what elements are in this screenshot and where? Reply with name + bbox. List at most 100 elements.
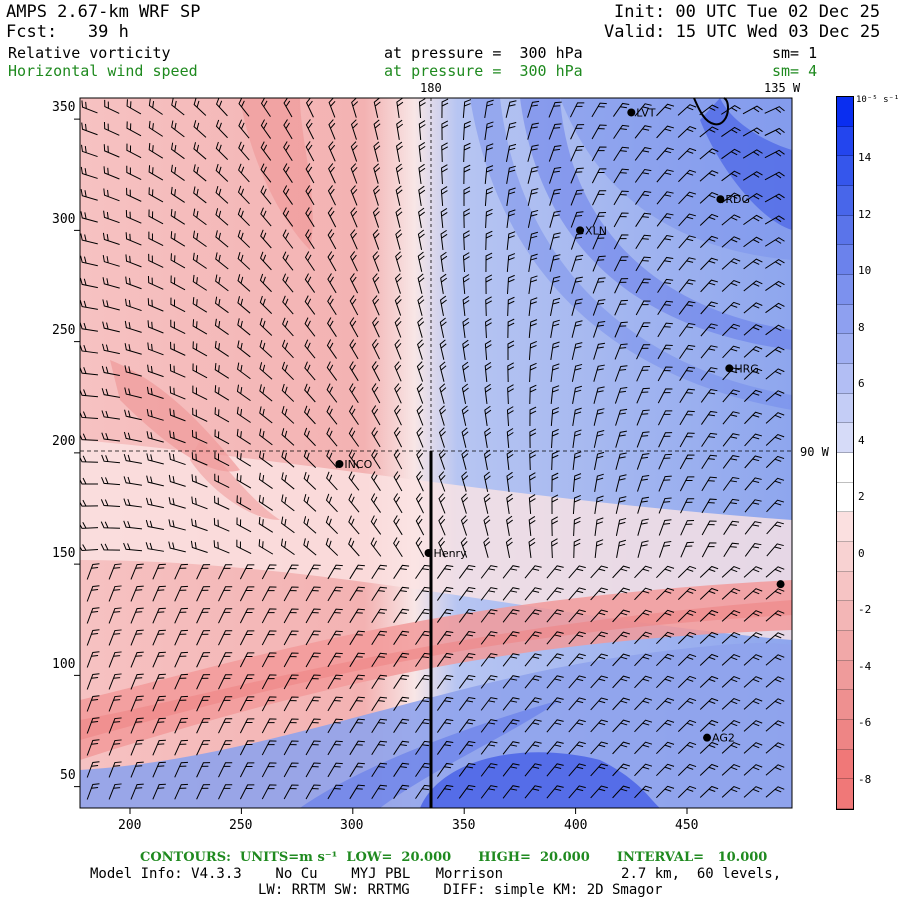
wind-barb bbox=[327, 740, 343, 756]
y-tick-50: 50 bbox=[60, 768, 76, 783]
wind-barb bbox=[215, 163, 229, 182]
wind-barb bbox=[744, 433, 762, 447]
colorbar-segment bbox=[837, 601, 853, 631]
wind-barb bbox=[371, 696, 388, 712]
wind-barb bbox=[259, 362, 273, 380]
wind-barb bbox=[86, 673, 100, 690]
wind-barb bbox=[237, 296, 251, 314]
wind-barb bbox=[678, 322, 696, 337]
wind-barb bbox=[594, 539, 604, 559]
wind-barb bbox=[101, 454, 121, 464]
wind-barb bbox=[529, 450, 536, 471]
wind-barb bbox=[86, 563, 100, 580]
wind-barb bbox=[483, 449, 491, 470]
wind-barb bbox=[569, 102, 585, 118]
wind-barb bbox=[436, 652, 454, 667]
colorbar-segment bbox=[837, 215, 853, 246]
wind-barb bbox=[239, 674, 255, 690]
wind-barb bbox=[634, 168, 652, 183]
wind-barb bbox=[614, 387, 628, 404]
wind-barb bbox=[349, 652, 365, 668]
x-tick-400: 400 bbox=[564, 818, 588, 833]
wind-barb bbox=[721, 785, 741, 798]
wind-barb bbox=[148, 187, 164, 203]
wind-barb bbox=[591, 102, 607, 118]
wind-barb bbox=[126, 143, 142, 159]
wind-barb bbox=[371, 630, 388, 646]
wind-barb bbox=[480, 631, 498, 645]
wind-barb bbox=[218, 586, 233, 602]
wind-barb bbox=[502, 565, 520, 579]
wind-barb bbox=[484, 165, 494, 185]
wind-barb bbox=[463, 230, 470, 251]
wind-barb bbox=[701, 498, 717, 514]
wind-barb bbox=[572, 385, 583, 404]
wind-barb bbox=[305, 784, 321, 800]
wind-barb bbox=[394, 295, 402, 316]
wind-barb bbox=[130, 673, 144, 690]
wind-barb bbox=[349, 718, 365, 734]
wind-barb bbox=[590, 653, 608, 667]
wind-barb bbox=[483, 493, 491, 514]
wind-barb bbox=[305, 229, 315, 249]
wind-barb bbox=[764, 215, 785, 225]
wind-barb bbox=[393, 696, 410, 711]
wind-barb bbox=[282, 229, 294, 249]
wind-barb bbox=[743, 367, 763, 380]
wind-barb bbox=[145, 497, 164, 509]
wind-barb bbox=[614, 278, 629, 294]
wind-barb bbox=[766, 499, 785, 513]
wind-barb bbox=[743, 192, 763, 203]
wind-barb bbox=[193, 98, 207, 116]
station-marker bbox=[703, 733, 712, 742]
wind-barb bbox=[507, 362, 515, 383]
wind-barb bbox=[349, 740, 365, 756]
station-marker bbox=[424, 549, 433, 557]
wind-barb bbox=[261, 630, 277, 646]
wind-barb bbox=[395, 185, 403, 206]
wind-barb bbox=[656, 675, 675, 689]
wind-barb bbox=[418, 141, 426, 163]
wind-barb bbox=[657, 344, 673, 360]
wind-barb bbox=[590, 675, 608, 689]
wind-barb bbox=[436, 718, 454, 733]
wind-barb bbox=[699, 675, 719, 688]
wind-barb bbox=[349, 361, 359, 382]
field2-smoothing: sm= 4 bbox=[772, 62, 818, 80]
wind-barb bbox=[124, 365, 142, 377]
wind-barb bbox=[743, 676, 763, 688]
wind-barb bbox=[130, 739, 144, 756]
wind-barb bbox=[261, 718, 277, 734]
wind-barb bbox=[81, 122, 98, 136]
wind-barb bbox=[550, 341, 560, 360]
meridian-label-right-top: 135 W bbox=[764, 81, 801, 95]
wind-barb bbox=[743, 346, 763, 358]
wind-barb bbox=[393, 608, 410, 623]
wind-barb bbox=[678, 169, 697, 183]
wind-barb bbox=[174, 761, 188, 778]
wind-barb bbox=[303, 494, 317, 512]
wind-barb bbox=[124, 320, 142, 333]
wind-barb bbox=[283, 762, 299, 778]
wind-barb bbox=[304, 273, 316, 293]
wind-barb bbox=[192, 407, 208, 422]
wind-barb bbox=[765, 764, 785, 776]
wind-barb bbox=[571, 342, 583, 360]
wind-barb bbox=[349, 273, 359, 294]
wind-barb bbox=[281, 339, 294, 359]
forecast-hour: Fcst: 39 h bbox=[6, 22, 129, 42]
wind-barb bbox=[415, 564, 432, 579]
station-label: RDG bbox=[725, 193, 750, 206]
wind-barb bbox=[742, 127, 763, 137]
wind-barb bbox=[147, 298, 164, 312]
wind-barb bbox=[458, 762, 476, 777]
wind-barb bbox=[524, 675, 542, 689]
wind-barb bbox=[635, 300, 651, 316]
wind-barb bbox=[699, 609, 719, 622]
wind-barb bbox=[590, 785, 608, 799]
wind-barb bbox=[570, 124, 585, 140]
wind-barb bbox=[458, 564, 476, 579]
wind-barb bbox=[418, 163, 426, 184]
wind-barb bbox=[80, 233, 98, 245]
wind-barb bbox=[327, 608, 343, 624]
